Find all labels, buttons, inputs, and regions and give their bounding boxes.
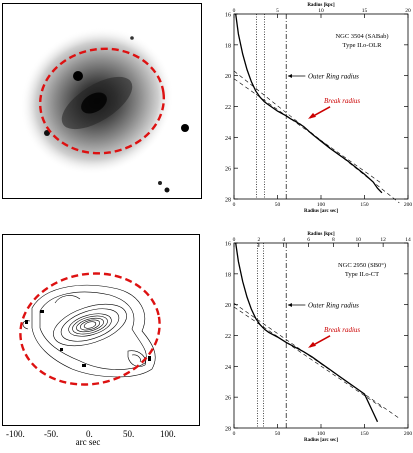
top-tick-label: 15 [362,8,368,14]
top-tick-label: 10 [318,8,324,14]
outer-ring-ellipse [38,47,166,155]
y-tick-label: 20 [225,303,231,309]
chart-subtitle: Type II.o-OLR [343,42,383,49]
x-tick-label: 100. [160,429,176,439]
x-tick-label: 50. [123,429,135,439]
y-tick-label: 22 [225,334,231,340]
x-tick-label: 200 [404,431,413,437]
y-tick-label: 22 [225,105,231,111]
break-arrow-head [308,112,317,119]
y-tick-label: 28 [225,198,231,204]
y-tick-label: 16 [225,242,231,248]
x-tick-label: 150 [360,202,369,208]
contour-panel: arc sec -100. -50. 0. 50. 100. [0,233,205,448]
x-tick-label: -100. [6,429,25,439]
chart-title: NGC 2950 (SB0°) [338,262,386,269]
plot-frame [233,242,409,429]
profile-chart-bottom: 16 18 20 22 24 26 28 0 50 100 150 200 Radius [arc se… [212,229,413,448]
y-tick-label: 16 [225,13,231,19]
y-tick-label: 26 [225,396,231,402]
plot-frame [233,13,409,200]
y-tick-label: 28 [225,427,231,433]
top-tick-label: 20 [405,8,411,14]
top-tick-label: 0 [233,237,236,243]
y-tick-label: 24 [225,365,231,371]
x-axis-label: Radius [arc sec] [304,209,338,214]
y-tick-label: 26 [225,167,231,173]
ring-annotation: Outer Ring radius [308,302,359,310]
ring-arrow-head [287,74,292,78]
x-tick-label: 0 [233,431,236,437]
top-tick-label: 0 [233,8,236,14]
chart-subtitle: Type II.o-CT [345,271,379,278]
break-annotation: Break radius [324,326,360,334]
top-axis-label: Radius [kpc] [307,3,335,8]
top-tick-label: 5 [276,8,279,14]
galaxy-image [2,3,202,199]
x-tick-label: 0 [233,202,236,208]
outer-ring-ellipse [19,272,161,386]
x-tick-label: 50 [275,202,281,208]
outer-fit-line [233,302,400,419]
top-tick-label: 2 [257,237,260,243]
ring-annotation: Outer Ring radius [308,73,359,81]
profile-chart-top: 16 18 20 22 24 26 28 0 50 100 150 200 Radius [arc se… [212,0,413,215]
break-annotation: Break radius [324,97,360,105]
x-tick-label: 150 [360,431,369,437]
top-tick-label: 8 [332,237,335,243]
inner-fit-line [233,306,383,408]
contour-x-label: arc sec [76,437,101,447]
top-tick-label: 14 [405,237,411,243]
x-tick-label: 100 [317,202,326,208]
chart-title: NGC 3504 (SABab) [335,33,388,40]
x-tick-label: 50 [275,431,281,437]
x-tick-label: 0. [86,429,93,439]
top-tick-label: 6 [307,237,310,243]
top-tick-label: 4 [282,237,285,243]
contour-plot: arc sec [2,234,200,447]
outer-fit-line [233,70,400,204]
x-tick-label: -50. [44,429,59,439]
top-tick-label: 12 [380,237,386,243]
break-arrow-head [308,341,317,348]
x-tick-label: 100 [317,431,326,437]
ring-arrow-head [287,303,292,307]
y-tick-label: 24 [225,136,231,142]
top-tick-label: 10 [356,237,362,243]
top-axis-label: Radius [kpc] [307,232,335,237]
inner-fit-line [233,78,383,184]
y-tick-label: 20 [225,74,231,80]
galaxy-image-panel [2,3,202,199]
x-tick-label: 200 [404,202,413,208]
y-tick-label: 18 [225,43,231,49]
x-axis-label: Radius [arc sec] [304,438,338,443]
contour-x-tick-labels: -100. -50. 0. 50. 100. [0,429,205,441]
y-tick-label: 18 [225,272,231,278]
